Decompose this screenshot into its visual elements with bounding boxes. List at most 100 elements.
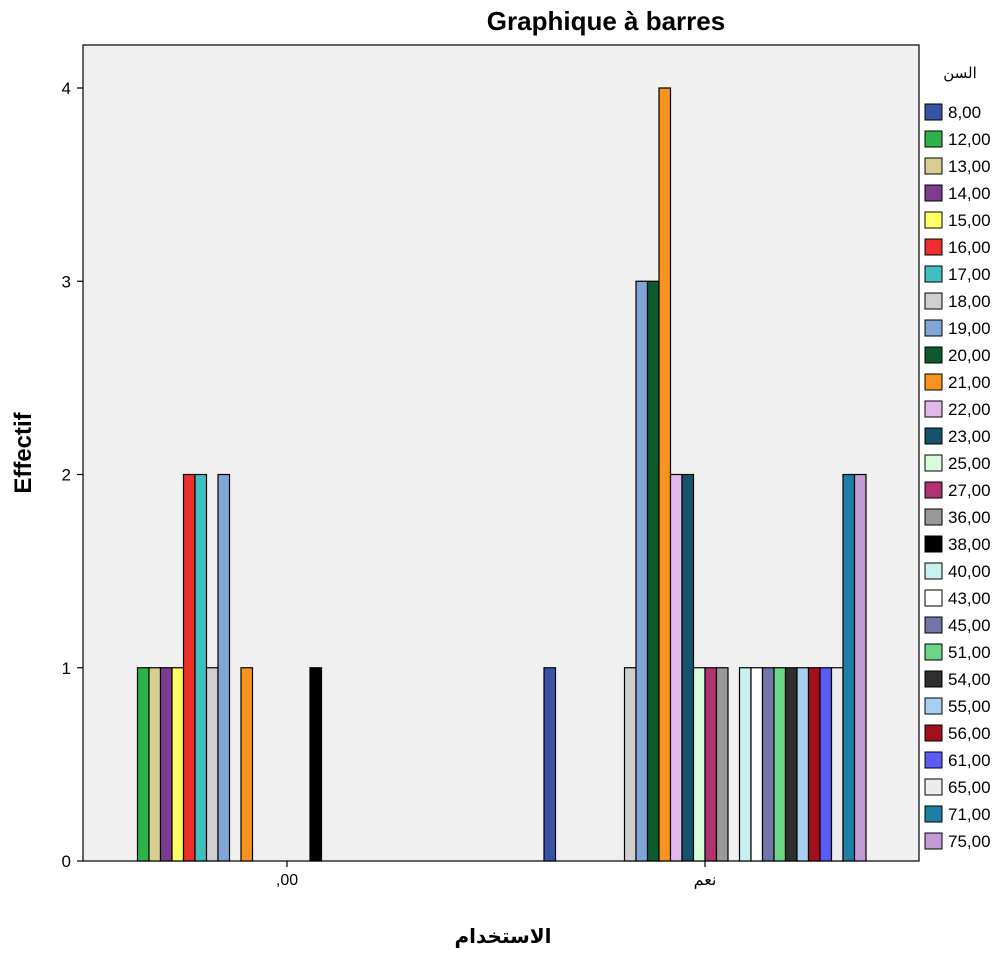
legend-label: 43,00: [948, 589, 991, 608]
legend-label: 17,00: [948, 265, 991, 284]
legend-swatch: [924, 724, 943, 742]
legend-swatch: [924, 670, 943, 688]
legend-label: 14,00: [948, 184, 991, 203]
legend-label: 56,00: [948, 724, 991, 743]
bar-18-00-1: [623, 667, 637, 862]
legend-swatch: [924, 832, 943, 850]
legend-label: 15,00: [948, 211, 991, 230]
x-tick-label: ,00: [276, 872, 298, 889]
bar-20-00-1: [646, 280, 660, 862]
bar-12-00-0: [136, 667, 150, 862]
bar-27-00-1: [704, 667, 718, 862]
bar-16-00-0: [182, 473, 196, 862]
chart-title: Graphique à barres: [487, 6, 725, 36]
bars-group: [136, 87, 867, 862]
bar-19-00-1: [635, 280, 649, 862]
bar-25-00-1: [692, 667, 706, 862]
legend-swatch: [924, 481, 943, 499]
legend-label: 55,00: [948, 697, 991, 716]
legend-title: السن: [943, 64, 977, 82]
legend-swatch: [924, 130, 943, 148]
legend-swatch: [924, 589, 943, 607]
legend-label: 12,00: [948, 130, 991, 149]
legend-label: 20,00: [948, 346, 991, 365]
legend-swatch: [924, 157, 943, 175]
legend-swatch: [924, 616, 943, 634]
y-tick-label: 0: [62, 852, 71, 871]
bar-55-00-1: [796, 667, 810, 862]
legend-label: 19,00: [948, 319, 991, 338]
legend-label: 25,00: [948, 454, 991, 473]
legend-label: 8,00: [948, 103, 981, 122]
legend-swatch: [924, 805, 943, 823]
legend-label: 61,00: [948, 751, 991, 770]
legend-swatch: [924, 562, 943, 580]
legend-label: 75,00: [948, 832, 991, 851]
legend-swatch: [924, 184, 943, 202]
bar-8-00-1: [543, 667, 557, 862]
legend-swatch: [924, 751, 943, 769]
legend-label: 54,00: [948, 670, 991, 689]
y-tick-label: 2: [62, 466, 71, 485]
legend-label: 23,00: [948, 427, 991, 446]
legend-swatch: [924, 292, 943, 310]
y-tick-label: 1: [62, 659, 71, 678]
legend-label: 21,00: [948, 373, 991, 392]
legend-label: 22,00: [948, 400, 991, 419]
bar-13-00-0: [148, 667, 162, 862]
legend-swatch: [924, 211, 943, 229]
legend-label: 65,00: [948, 778, 991, 797]
bar-22-00-1: [669, 473, 683, 862]
y-tick-label: 4: [62, 79, 71, 98]
legend-swatch: [924, 697, 943, 715]
legend-label: 45,00: [948, 616, 991, 635]
bar-54-00-1: [784, 667, 798, 862]
legend-swatch: [924, 454, 943, 472]
bar-38-00-0: [309, 667, 323, 862]
bar-65-00-1: [830, 667, 844, 862]
bar-43-00-1: [750, 667, 764, 862]
legend-label: 27,00: [948, 481, 991, 500]
bar-23-00-1: [681, 473, 695, 862]
bar-75-00-1: [853, 473, 867, 862]
legend-swatch: [924, 778, 943, 796]
bar-14-00-0: [159, 667, 173, 862]
y-axis: 0 1 2 3 4: [62, 79, 83, 871]
legend-label: 13,00: [948, 157, 991, 176]
bar-40-00-1: [738, 667, 752, 862]
legend-swatch: [924, 373, 943, 391]
y-tick-label: 3: [62, 272, 71, 291]
legend-label: 38,00: [948, 535, 991, 554]
legend-swatch: [924, 238, 943, 256]
y-axis-label: Effectif: [10, 411, 37, 493]
legend: 8,00 12,00 13,00 14,00 15,00 16,00 17,00 18,00 1…: [924, 103, 991, 851]
legend-swatch: [924, 319, 943, 337]
legend-swatch: [924, 427, 943, 445]
bar-71-00-1: [842, 473, 856, 862]
bar-15-00-0: [171, 667, 185, 862]
bar-36-00-1: [715, 667, 729, 862]
legend-swatch: [924, 265, 943, 283]
legend-label: 18,00: [948, 292, 991, 311]
bar-18-00-0: [205, 667, 219, 862]
x-axis-label: الاستخدام: [454, 924, 551, 948]
bar-19-00-0: [217, 473, 231, 862]
legend-label: 40,00: [948, 562, 991, 581]
bar-56-00-1: [807, 667, 821, 862]
x-axis: ,00 نعم: [276, 861, 717, 889]
legend-swatch: [924, 346, 943, 364]
legend-label: 36,00: [948, 508, 991, 527]
legend-label: 16,00: [948, 238, 991, 257]
bar-61-00-1: [819, 667, 833, 862]
bar-45-00-1: [761, 667, 775, 862]
legend-swatch: [924, 103, 943, 121]
legend-label: 51,00: [948, 643, 991, 662]
legend-swatch: [924, 400, 943, 418]
bar-21-00-0: [240, 667, 254, 862]
x-tick-label: نعم: [694, 872, 717, 889]
bar-21-00-1: [658, 87, 672, 862]
bar-17-00-0: [194, 473, 208, 862]
legend-swatch: [924, 535, 943, 553]
bar-51-00-1: [773, 667, 787, 862]
